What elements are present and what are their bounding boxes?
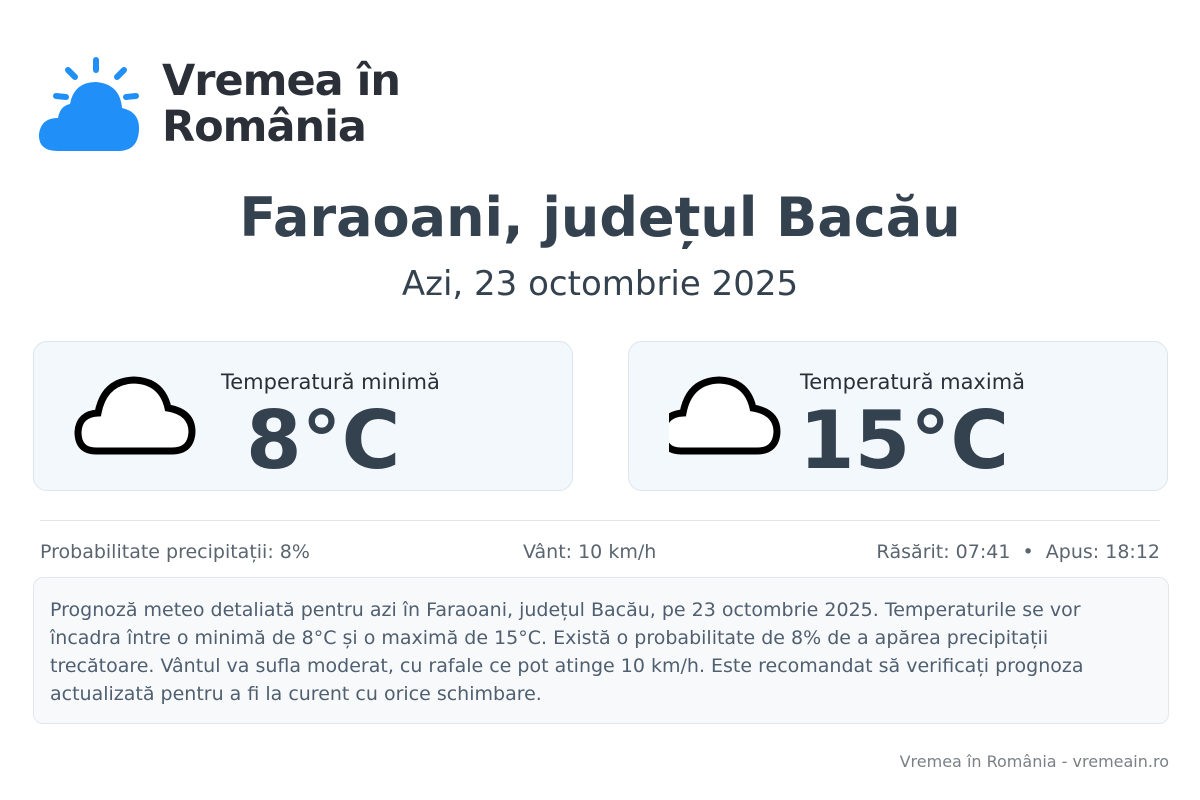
sunrise-sunset: Răsărit: 07:41 • Apus: 18:12 (876, 541, 1160, 563)
forecast-date: Azi, 23 octombrie 2025 (401, 264, 799, 304)
cloud-icon (74, 376, 196, 455)
page-title: Faraoani, județul Bacău (239, 186, 961, 249)
description-text: Prognoză meteo detaliată pentru azi în F… (50, 599, 1084, 705)
footer-credit: Vremea în România - vremeain.ro (899, 752, 1169, 771)
brand-line1: Vremea în (162, 56, 401, 106)
max-temp-card: Temperatură maximă 15°C (628, 341, 1168, 491)
min-temp-card: Temperatură minimă 8°C (33, 341, 573, 491)
min-temp-label: Temperatură minimă (221, 370, 440, 394)
forecast-description: Prognoză meteo detaliată pentru azi în F… (33, 577, 1169, 724)
min-temp-value: 8°C (246, 394, 401, 487)
wind-speed: Vânt: 10 km/h (523, 541, 657, 563)
divider (40, 520, 1160, 521)
logo: Vremea în România (38, 56, 401, 152)
sun-cloud-icon (38, 57, 140, 151)
max-temp-label: Temperatură maximă (800, 370, 1026, 394)
brand-line2: România (162, 102, 367, 152)
cloud-icon (669, 376, 781, 455)
max-temp-value: 15°C (799, 394, 1010, 487)
precipitation-probability: Probabilitate precipitații: 8% (40, 541, 310, 563)
